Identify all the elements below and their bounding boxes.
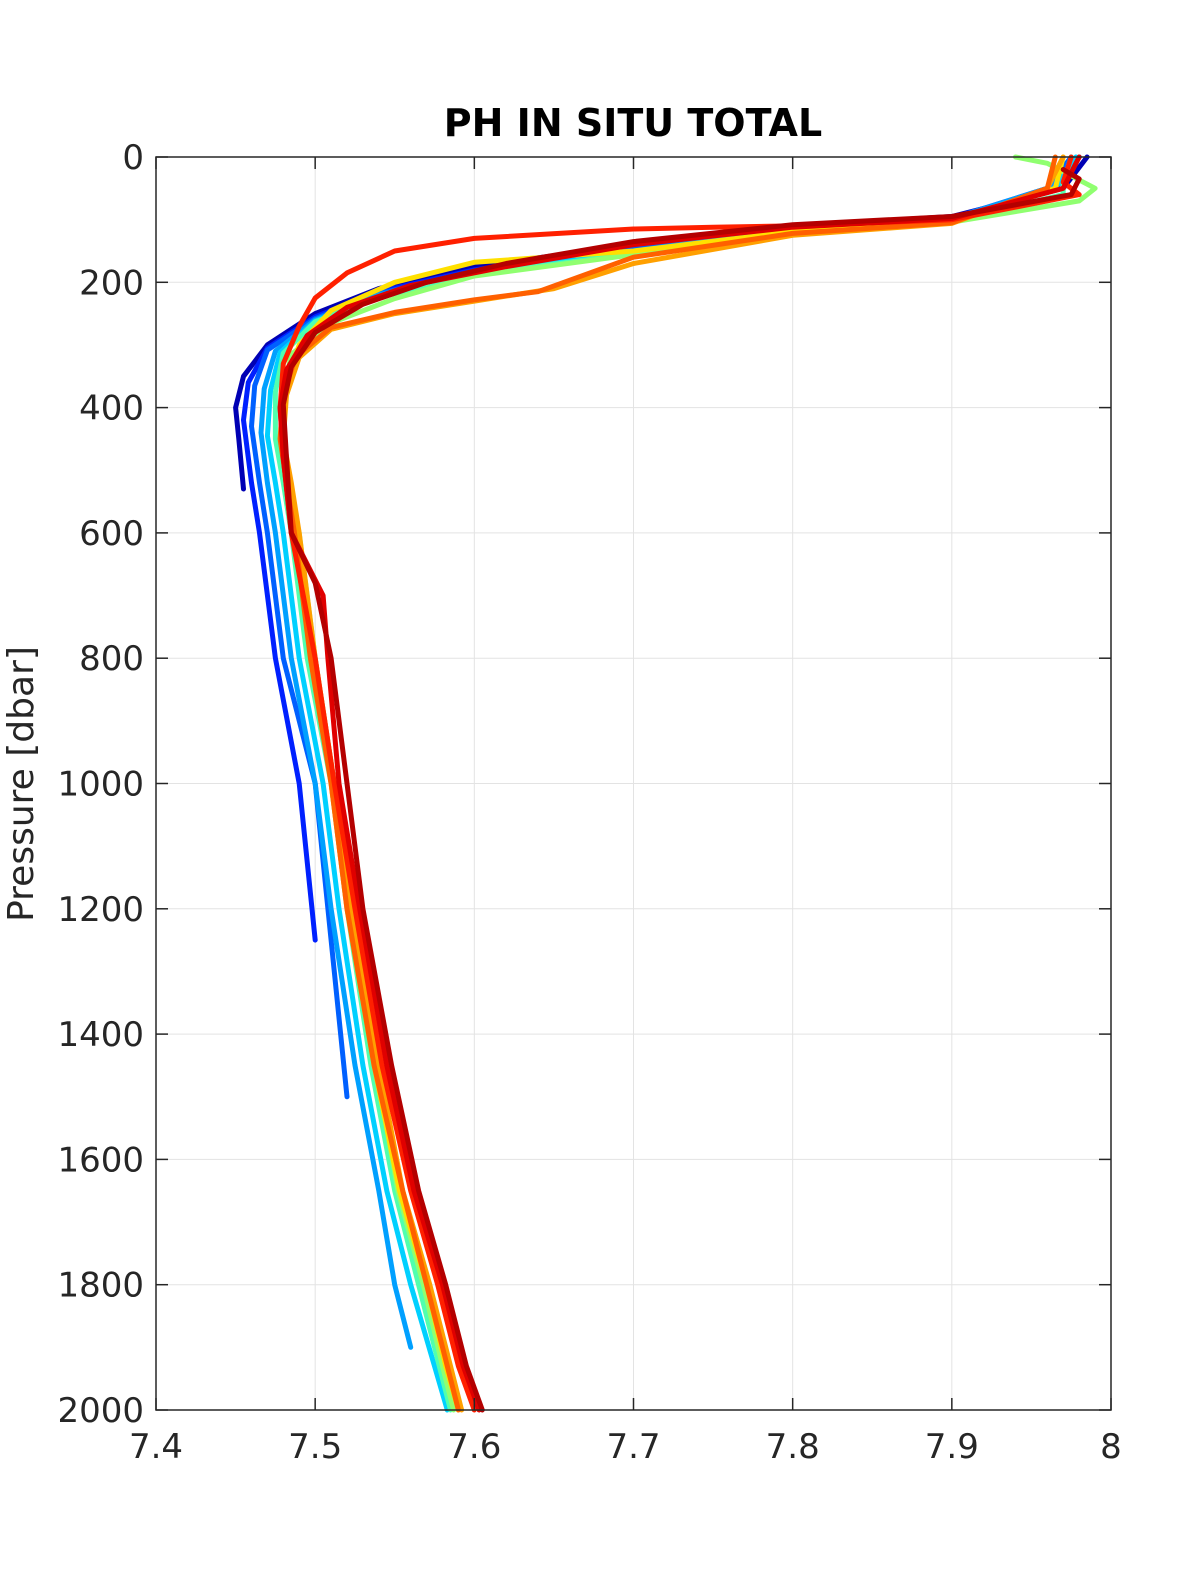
series-layer (233, 154, 1098, 1413)
y-tick-label: 1600 (57, 1140, 144, 1180)
y-tick-label: 0 (122, 138, 144, 178)
series-line-1 (241, 154, 1082, 943)
y-tick-label: 600 (79, 514, 144, 554)
series-line-11 (277, 154, 1082, 1413)
x-tick-label: 7.4 (129, 1427, 183, 1467)
y-tick-label: 400 (79, 389, 144, 429)
y-axis-label: Pressure [dbar] (1, 646, 42, 922)
chart-title: PH IN SITU TOTAL (444, 101, 822, 145)
y-tick-label: 1000 (57, 765, 144, 805)
x-tick-label: 7.5 (288, 1427, 342, 1467)
x-tick-label: 7.6 (447, 1427, 501, 1467)
y-tick-labels: 0 200 400 600 800 1000 1200 1400 1600 1800 2000 (57, 138, 144, 1431)
y-tick-label: 1200 (57, 890, 144, 930)
y-tick-label: 200 (79, 263, 144, 303)
x-tick-label: 7.8 (766, 1427, 820, 1467)
x-tick-label: 8 (1100, 1427, 1122, 1467)
y-tick-label: 1400 (57, 1015, 144, 1055)
y-tick-label: 2000 (57, 1391, 144, 1431)
x-tick-labels: 7.4 7.5 7.6 7.7 7.8 7.9 8 (129, 1427, 1122, 1467)
x-tick-label: 7.7 (606, 1427, 660, 1467)
series-line-12 (280, 167, 1082, 1413)
ticks (155, 156, 1112, 1411)
x-tick-label: 7.9 (925, 1427, 979, 1467)
y-tick-label: 1800 (57, 1266, 144, 1306)
y-tick-label: 800 (79, 639, 144, 679)
